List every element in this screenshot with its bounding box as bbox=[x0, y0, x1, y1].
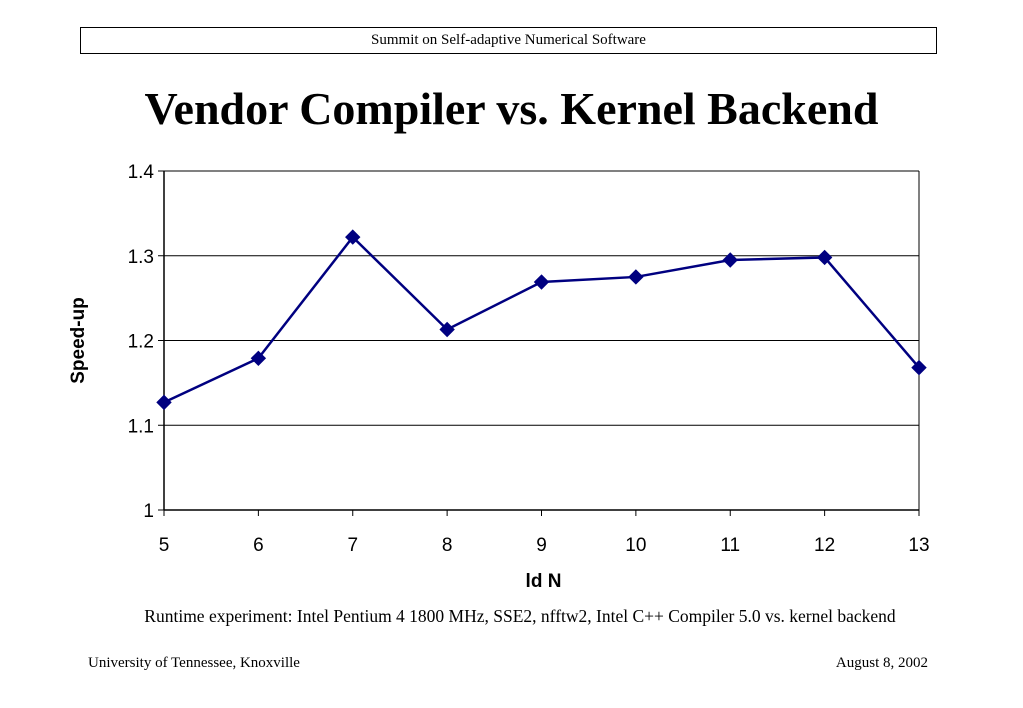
data-point-8 bbox=[911, 359, 927, 376]
footer-institution: University of Tennessee, Knoxville bbox=[88, 655, 300, 671]
x-tick-label-6: 11 bbox=[720, 535, 740, 556]
y-tick-label-4: 1.4 bbox=[128, 162, 155, 183]
header-text: Summit on Self-adaptive Numerical Softwa… bbox=[371, 32, 646, 48]
data-point-0 bbox=[156, 394, 172, 411]
footer-date: August 8, 2002 bbox=[835, 655, 928, 671]
grid-lines bbox=[164, 170, 919, 426]
data-point-4 bbox=[533, 274, 550, 290]
data-point-3 bbox=[439, 321, 455, 338]
x-tick-label-3: 8 bbox=[442, 535, 453, 556]
data-point-7 bbox=[816, 249, 833, 266]
y-axis-label: Speed-up bbox=[68, 297, 89, 384]
series-line-0 bbox=[163, 235, 920, 404]
y-tick-label-3: 1.3 bbox=[128, 247, 154, 268]
x-tick-label-4: 9 bbox=[536, 535, 547, 556]
data-point-5 bbox=[628, 269, 644, 285]
y-tick-label-1: 1.1 bbox=[128, 416, 154, 437]
x-tick-label-1: 6 bbox=[253, 535, 264, 556]
data-series bbox=[156, 229, 927, 411]
x-tick-label-7: 12 bbox=[814, 535, 835, 556]
x-tick-label-5: 10 bbox=[625, 535, 646, 556]
data-point-1 bbox=[250, 350, 267, 367]
x-tick-label-2: 7 bbox=[347, 535, 358, 556]
y-tick-label-2: 1.2 bbox=[128, 332, 154, 353]
header-banner: Summit on Self-adaptive Numerical Softwa… bbox=[80, 27, 937, 54]
chart-axes bbox=[158, 170, 920, 516]
x-axis-label: ld N bbox=[526, 571, 562, 592]
y-tick-labels: 1 1.1 1.2 1.3 1.4 bbox=[128, 162, 155, 522]
data-point-2 bbox=[345, 229, 361, 245]
data-point-6 bbox=[722, 252, 738, 268]
x-tick-label-8: 13 bbox=[908, 535, 929, 556]
y-tick-label-0: 1 bbox=[143, 501, 154, 522]
slide-title: Vendor Compiler vs. Kernel Backend bbox=[144, 83, 879, 134]
x-tick-labels: 5 6 7 8 9 10 11 12 13 bbox=[159, 535, 930, 556]
x-tick-label-0: 5 bbox=[159, 535, 170, 556]
experiment-caption: Runtime experiment: Intel Pentium 4 1800… bbox=[144, 606, 896, 626]
